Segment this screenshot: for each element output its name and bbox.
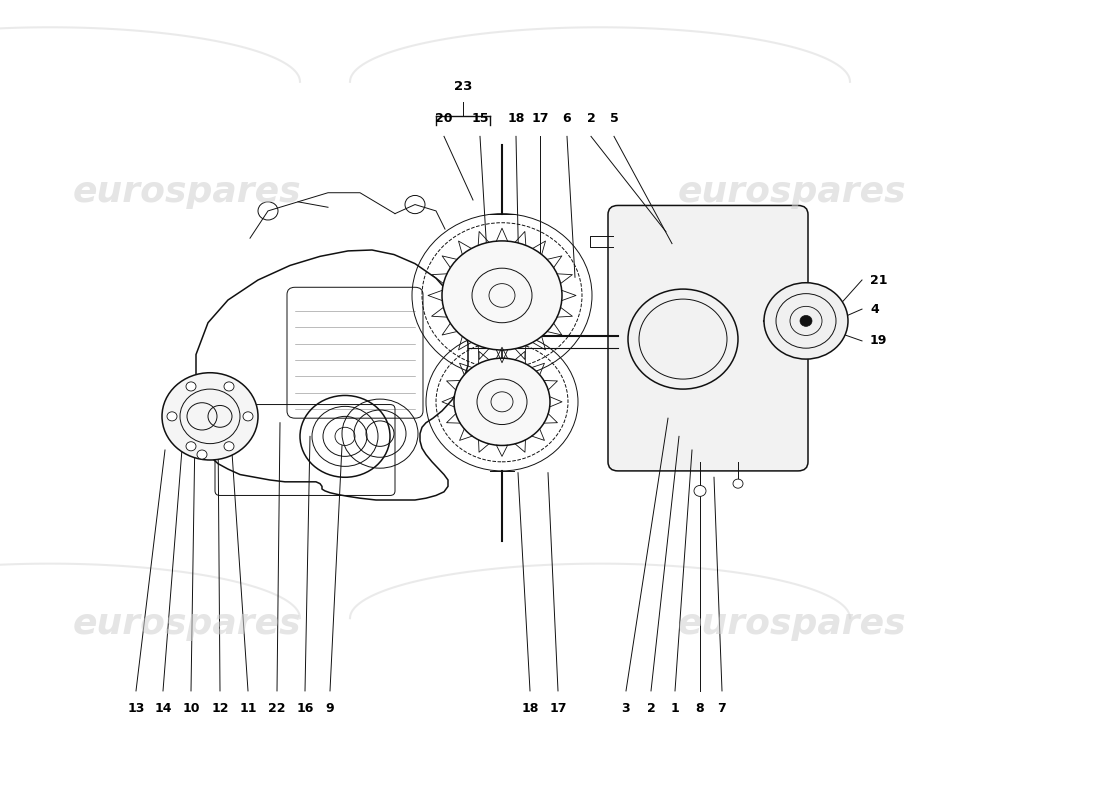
Circle shape: [733, 479, 742, 488]
Text: eurospares: eurospares: [678, 607, 906, 641]
Text: 12: 12: [211, 702, 229, 715]
Text: 20: 20: [436, 113, 453, 126]
Text: 16: 16: [296, 702, 314, 715]
Circle shape: [162, 373, 258, 460]
Text: 19: 19: [870, 334, 888, 347]
Text: 15: 15: [471, 113, 488, 126]
Text: 3: 3: [621, 702, 630, 715]
Circle shape: [197, 450, 207, 459]
Text: 2: 2: [586, 113, 595, 126]
Text: 8: 8: [695, 702, 704, 715]
Circle shape: [800, 315, 812, 326]
Text: 5: 5: [609, 113, 618, 126]
Circle shape: [454, 358, 550, 446]
Text: 17: 17: [531, 113, 549, 126]
Text: 10: 10: [183, 702, 200, 715]
Text: eurospares: eurospares: [678, 175, 906, 209]
Text: eurospares: eurospares: [73, 175, 301, 209]
Text: eurospares: eurospares: [73, 607, 301, 641]
Text: 11: 11: [240, 702, 256, 715]
Text: 22: 22: [268, 702, 286, 715]
FancyBboxPatch shape: [608, 206, 808, 471]
Text: 18: 18: [521, 702, 539, 715]
Circle shape: [442, 241, 562, 350]
Circle shape: [224, 442, 234, 451]
Text: 4: 4: [870, 302, 879, 315]
Text: 14: 14: [154, 702, 172, 715]
Text: 6: 6: [563, 113, 571, 126]
Circle shape: [764, 282, 848, 359]
Circle shape: [694, 486, 706, 496]
Text: 1: 1: [671, 702, 680, 715]
Text: 2: 2: [647, 702, 656, 715]
Text: 18: 18: [507, 113, 525, 126]
Text: 9: 9: [326, 702, 334, 715]
Text: 17: 17: [549, 702, 566, 715]
Text: 13: 13: [128, 702, 145, 715]
Circle shape: [186, 382, 196, 391]
Circle shape: [186, 442, 196, 451]
Circle shape: [167, 412, 177, 421]
Circle shape: [224, 382, 234, 391]
Text: 7: 7: [717, 702, 726, 715]
Circle shape: [243, 412, 253, 421]
Text: 23: 23: [454, 80, 472, 93]
Text: 21: 21: [870, 274, 888, 286]
